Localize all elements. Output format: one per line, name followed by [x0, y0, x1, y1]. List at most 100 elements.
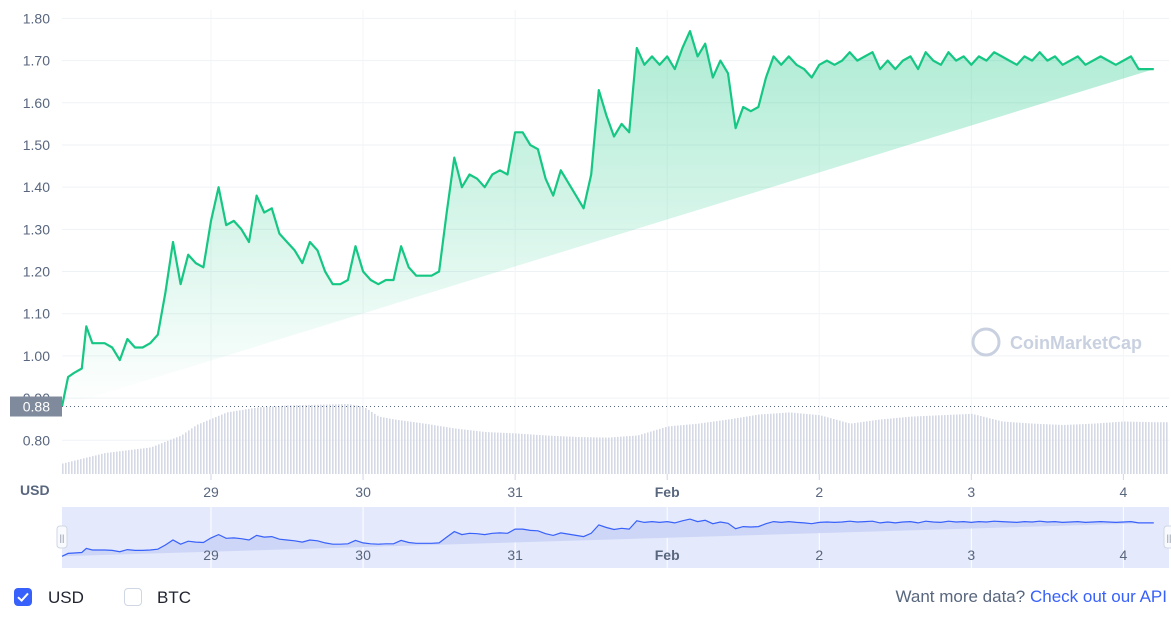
- volume-bar: [770, 413, 772, 474]
- volume-bar: [488, 432, 490, 474]
- volume-bar: [1040, 423, 1042, 474]
- volume-bar: [1094, 423, 1096, 474]
- volume-bar: [1010, 422, 1012, 474]
- volume-bar: [983, 416, 985, 474]
- btc-checkbox[interactable]: [124, 588, 142, 606]
- volume-bar: [68, 462, 70, 474]
- watermark-text: CoinMarketCap: [1010, 333, 1142, 353]
- volume-bar: [680, 425, 682, 474]
- volume-bar: [386, 418, 388, 474]
- volume-bar: [335, 404, 337, 474]
- volume-bar: [629, 436, 631, 474]
- volume-bar: [1043, 424, 1045, 474]
- volume-bar: [290, 405, 292, 474]
- volume-bar: [143, 448, 145, 474]
- footer: USD BTC Want more data? Check out our AP…: [0, 580, 1171, 620]
- volume-bar: [185, 432, 187, 474]
- volume-bar: [872, 420, 874, 474]
- volume-bar: [866, 421, 868, 474]
- volume-bar: [206, 420, 208, 474]
- volume-bar: [1064, 424, 1066, 474]
- y-axis: 0.800.901.001.101.201.301.401.501.601.70…: [10, 10, 62, 498]
- volume-bar: [878, 419, 880, 474]
- volume-bar: [635, 435, 637, 474]
- volume-bar: [788, 412, 790, 474]
- y-tick-label: 1.80: [23, 10, 50, 26]
- volume-bar: [935, 415, 937, 474]
- volume-bar: [188, 430, 190, 474]
- volume-bar: [410, 421, 412, 474]
- volume-bar: [1013, 422, 1015, 474]
- volume-bar: [1118, 421, 1120, 474]
- y-tick-label: 0.80: [23, 432, 50, 448]
- volume-bar: [338, 404, 340, 474]
- volume-bar: [218, 415, 220, 474]
- volume-bar: [719, 420, 721, 474]
- volume-bar: [1091, 423, 1093, 474]
- volume-bar: [1154, 422, 1156, 474]
- volume-bar: [170, 439, 172, 474]
- current-price-label: 0.88: [23, 399, 50, 415]
- volume-bar: [281, 405, 283, 474]
- volume-bar: [458, 428, 460, 474]
- volume-bar: [809, 414, 811, 474]
- volume-bar: [551, 435, 553, 474]
- volume-bar: [323, 404, 325, 474]
- volume-bar: [1031, 423, 1033, 474]
- volume-bar: [260, 407, 262, 474]
- volume-bar: [1028, 423, 1030, 474]
- volume-bar: [1007, 421, 1009, 474]
- api-link[interactable]: Check out our API: [1029, 587, 1167, 606]
- volume-bar: [863, 421, 865, 474]
- volume-bar: [263, 407, 265, 474]
- navigator[interactable]: 29 30 31 Feb 2 3 4 || ||: [56, 507, 1171, 568]
- volume-bar: [800, 413, 802, 474]
- volume-bar: [1127, 421, 1129, 474]
- volume-bar: [95, 455, 97, 474]
- usd-checkbox[interactable]: [14, 588, 32, 606]
- volume-bar: [1070, 424, 1072, 474]
- volume-bar: [452, 428, 454, 474]
- volume-bar: [917, 416, 919, 474]
- volume-bar: [1058, 424, 1060, 474]
- volume-bar: [377, 415, 379, 474]
- volume-bar: [200, 423, 202, 474]
- volume-bar: [491, 432, 493, 474]
- volume-bar: [227, 412, 229, 474]
- volume-bar: [269, 406, 271, 474]
- navigator-right-handle[interactable]: [1163, 525, 1171, 549]
- volume-bar: [476, 430, 478, 474]
- volume-bar: [599, 437, 601, 474]
- volume-bar: [398, 420, 400, 474]
- volume-bar: [644, 433, 646, 474]
- volume-bar: [563, 436, 565, 474]
- x-tick-label: 4: [1119, 484, 1127, 500]
- volume-bar: [329, 404, 331, 474]
- volume-bar: [479, 431, 481, 474]
- volume-bar: [845, 422, 847, 474]
- volume-bar: [494, 432, 496, 474]
- volume-bar: [1145, 421, 1147, 474]
- volume-bar: [959, 414, 961, 474]
- volume-bar: [707, 422, 709, 474]
- navigator-left-handle[interactable]: [56, 525, 68, 549]
- volume-bar: [149, 447, 151, 474]
- volume-bar: [1067, 424, 1069, 474]
- volume-bar: [407, 421, 409, 474]
- volume-bar: [395, 419, 397, 474]
- volume-bar: [956, 414, 958, 474]
- volume-bar: [839, 420, 841, 474]
- volume-bar: [608, 437, 610, 474]
- volume-bar: [920, 416, 922, 474]
- volume-bar: [1103, 422, 1105, 474]
- volume-bar: [932, 415, 934, 474]
- volume-bar: [404, 420, 406, 474]
- y-tick-label: 1.00: [23, 348, 50, 364]
- volume-bar: [554, 435, 556, 474]
- volume-bar: [1001, 421, 1003, 474]
- volume-bar: [209, 419, 211, 474]
- volume-bar: [776, 413, 778, 474]
- volume-bar: [677, 425, 679, 474]
- volume-bar: [431, 424, 433, 474]
- volume-bar: [893, 418, 895, 474]
